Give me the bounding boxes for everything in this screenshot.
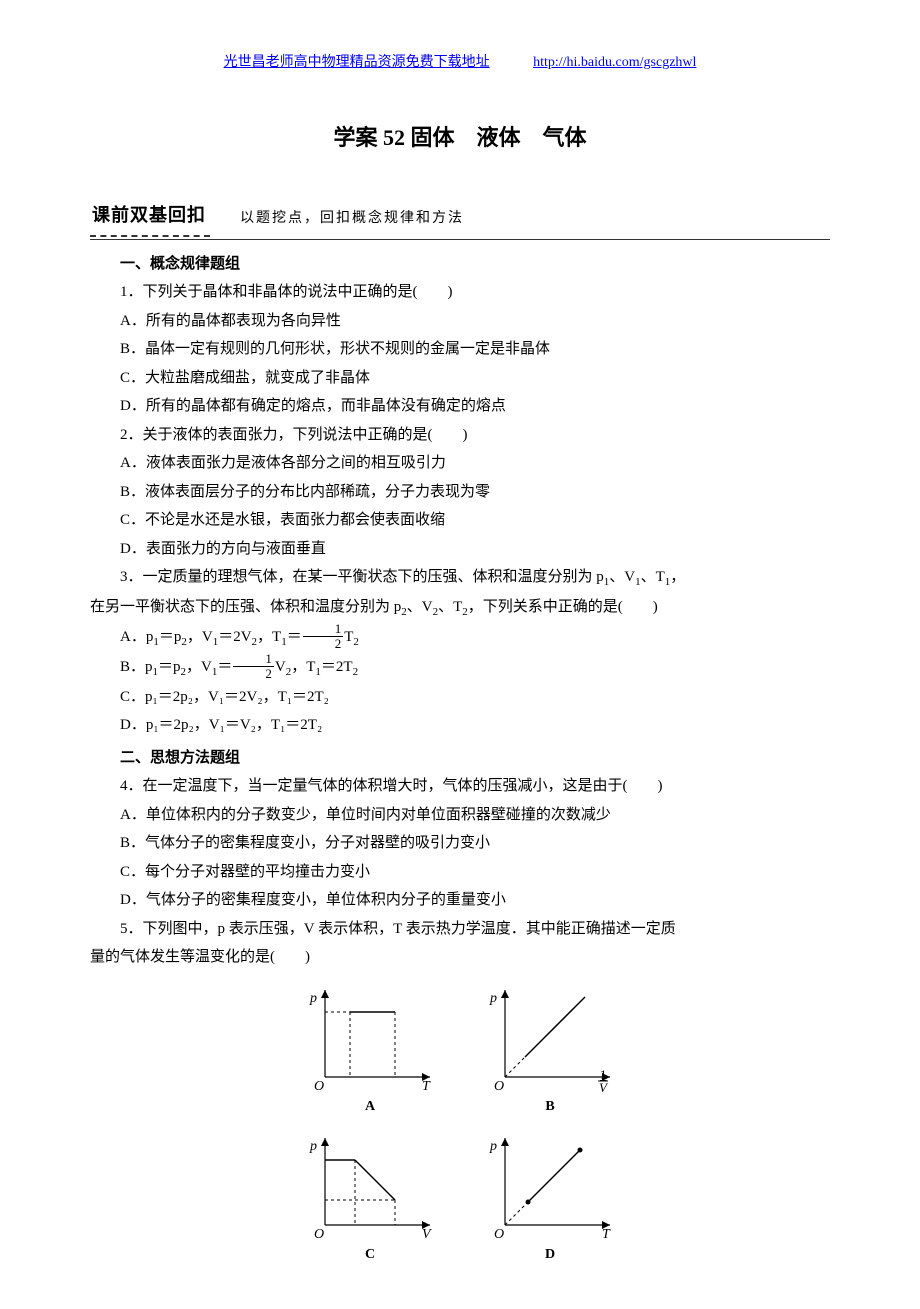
chart-A: p O T — [300, 982, 440, 1092]
q5-line1: 5．下列图中，p 表示压强，V 表示体积，T 表示热力学温度．其中能正确描述一定… — [90, 915, 830, 944]
q3B-4: ＝ — [217, 659, 232, 675]
page-title: 学案 52 固体 液体 气体 — [90, 117, 830, 159]
q3A-1: A．p — [120, 629, 153, 645]
figure-row-2: p O V C p O T D — [300, 1130, 620, 1269]
chart-D: p O T — [480, 1130, 620, 1240]
q3B-5: V — [275, 659, 286, 675]
q3-line2: 在另一平衡状态下的压强、体积和温度分别为 p2、V2、T2，下列关系中正确的是(… — [90, 593, 830, 623]
q3-optC: C．p₁＝2p₂，V₁＝2V₂，T₁＝2T₂ — [90, 683, 830, 712]
q3B-6: ，T — [291, 659, 315, 675]
axis-T: T — [422, 1079, 431, 1092]
axis-O: O — [494, 1227, 504, 1240]
axis-p: p — [489, 1139, 497, 1154]
q3B-7: ＝2T — [321, 659, 353, 675]
axis-T: T — [602, 1227, 611, 1240]
q4-optA: A．单位体积内的分子数变少，单位时间内对单位面积器壁碰撞的次数减少 — [90, 801, 830, 830]
figure-grid: p O T A p O 1 V B — [90, 982, 830, 1269]
q2-optD: D．表面张力的方向与液面垂直 — [90, 535, 830, 564]
q5-line2: 量的气体发生等温变化的是( ) — [90, 943, 830, 972]
q3A-6: ＝ — [287, 629, 302, 645]
q3-optD: D．p₁＝2p₂，V₁＝V₂，T₁＝2T₂ — [90, 711, 830, 740]
axis-O: O — [494, 1079, 504, 1092]
axis-O: O — [314, 1079, 324, 1092]
frac-n2: 1 — [233, 652, 274, 667]
q3B-frac: 12 — [233, 652, 274, 680]
invV-d: V — [599, 1080, 609, 1092]
axis-V: V — [422, 1227, 432, 1240]
q4-optC: C．每个分子对器壁的平均撞击力变小 — [90, 858, 830, 887]
q3-optA: A．p1＝p2，V1＝2V2，T1＝12T2 — [90, 623, 830, 653]
fig-label-C: C — [300, 1242, 440, 1269]
chart-C: p O V — [300, 1130, 440, 1240]
section-banner: 课前双基回扣 以题挖点，回扣概念规律和方法 — [90, 198, 830, 239]
q3-l1d: ， — [670, 569, 685, 585]
axis-O: O — [314, 1227, 324, 1240]
q3-l2c: 、T — [438, 599, 462, 615]
q4-optB: B．气体分子的密集程度变小，分子对器壁的吸引力变小 — [90, 829, 830, 858]
fig-label-D: D — [480, 1242, 620, 1269]
header-link: 光世昌老师高中物理精品资源免费下载地址 http://hi.baidu.com/… — [90, 50, 830, 77]
q3B-2: ＝p — [158, 659, 181, 675]
q3-l1b: 、V — [609, 569, 635, 585]
section2-heading: 二、思想方法题组 — [90, 744, 830, 773]
header-source: 光世昌老师高中物理精品资源免费下载地址 — [224, 55, 490, 70]
banner-main: 课前双基回扣 — [90, 198, 210, 236]
q3B-3: ，V — [186, 659, 212, 675]
q3A-3: ，V — [187, 629, 213, 645]
chart-B: p O 1 V — [480, 982, 620, 1092]
figure-row-1: p O T A p O 1 V B — [300, 982, 620, 1121]
q3B-1: B．p — [120, 659, 153, 675]
axis-p: p — [309, 1139, 317, 1154]
q3-l2b: 、V — [407, 599, 433, 615]
q3-optB: B．p1＝p2，V1＝12V2，T1＝2T2 — [90, 653, 830, 683]
fig-label-B: B — [480, 1094, 620, 1121]
frac-d: 2 — [303, 637, 344, 651]
figure-D: p O T D — [480, 1130, 620, 1269]
q2-stem: 2．关于液体的表面张力，下列说法中正确的是( ) — [90, 421, 830, 450]
frac-d2: 2 — [233, 667, 274, 681]
q3-l2a: 在另一平衡状态下的压强、体积和温度分别为 p — [90, 599, 401, 615]
header-url[interactable]: http://hi.baidu.com/gscgzhwl — [533, 55, 696, 70]
axis-p: p — [489, 991, 497, 1006]
q1-optB: B．晶体一定有规则的几何形状，形状不规则的金属一定是非晶体 — [90, 335, 830, 364]
q3A-frac: 12 — [303, 622, 344, 650]
q2-optA: A．液体表面张力是液体各部分之间的相互吸引力 — [90, 449, 830, 478]
figure-B: p O 1 V B — [480, 982, 620, 1121]
axis-p: p — [309, 991, 317, 1006]
q3A-4: ＝2V — [218, 629, 251, 645]
q3-l2d: ，下列关系中正确的是( ) — [468, 599, 658, 615]
section1-heading: 一、概念规律题组 — [90, 250, 830, 279]
svg-text:1 V: 1 V — [599, 1067, 610, 1092]
q1-optC: C．大粒盐磨成细盐，就变成了非晶体 — [90, 364, 830, 393]
q3-line1: 3．一定质量的理想气体，在某一平衡状态下的压强、体积和温度分别为 p1、V1、T… — [90, 563, 830, 593]
fig-label-A: A — [300, 1094, 440, 1121]
q3A-2: ＝p — [159, 629, 182, 645]
q1-stem: 1．下列关于晶体和非晶体的说法中正确的是( ) — [90, 278, 830, 307]
frac-n: 1 — [303, 622, 344, 637]
q2-optB: B．液体表面层分子的分布比内部稀疏，分子力表现为零 — [90, 478, 830, 507]
figure-C: p O V C — [300, 1130, 440, 1269]
q1-optA: A．所有的晶体都表现为各向异性 — [90, 307, 830, 336]
q4-optD: D．气体分子的密集程度变小，单位体积内分子的重量变小 — [90, 886, 830, 915]
banner-sub: 以题挖点，回扣概念规律和方法 — [240, 204, 464, 231]
q3A-5: ，T — [257, 629, 281, 645]
q3-l1c: 、T — [641, 569, 665, 585]
q1-optD: D．所有的晶体都有确定的熔点，而非晶体没有确定的熔点 — [90, 392, 830, 421]
figure-A: p O T A — [300, 982, 440, 1121]
q2-optC: C．不论是水还是水银，表面张力都会使表面收缩 — [90, 506, 830, 535]
q4-stem: 4．在一定温度下，当一定量气体的体积增大时，气体的压强减小，这是由于( ) — [90, 772, 830, 801]
q3-l1a: 3．一定质量的理想气体，在某一平衡状态下的压强、体积和温度分别为 p — [120, 569, 604, 585]
